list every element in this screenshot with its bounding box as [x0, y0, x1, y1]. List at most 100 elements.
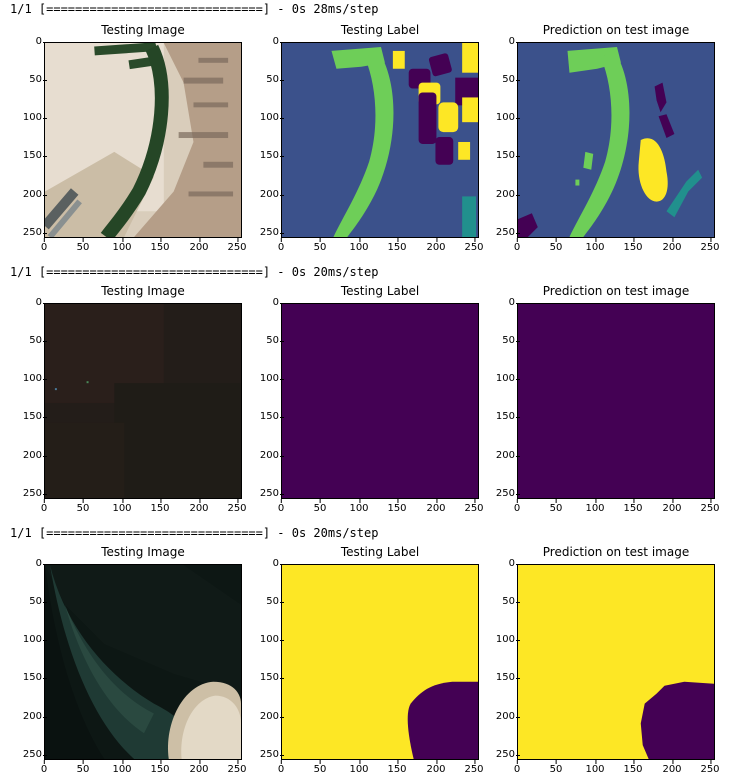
- x-tick: 200: [426, 238, 446, 253]
- step-log-row-2: 1/1 [==============================] - 0…: [10, 265, 379, 279]
- x-tick: 100: [112, 760, 132, 775]
- image-axes: [281, 564, 479, 760]
- x-tick: 200: [662, 760, 682, 775]
- y-tick: 200: [495, 711, 521, 722]
- x-tick: 50: [313, 238, 327, 253]
- panel-testing-image-1: Testing Image 0 50 100 150 200 250 0 50 …: [23, 23, 247, 253]
- x-tick: 50: [76, 760, 90, 775]
- y-tick: 50: [266, 335, 284, 346]
- y-tick: 150: [495, 150, 521, 161]
- x-tick: 100: [349, 499, 369, 514]
- x-tick: 200: [426, 499, 446, 514]
- y-tick: 250: [495, 488, 521, 499]
- coast-image: [45, 565, 241, 759]
- x-tick: 0: [277, 238, 285, 253]
- image-axes: [517, 303, 715, 499]
- y-tick: 100: [22, 112, 48, 123]
- x-tick: 200: [426, 760, 446, 775]
- x-tick: 150: [150, 238, 170, 253]
- panel-title: Prediction on test image: [542, 23, 690, 37]
- panel-title: Testing Label: [340, 545, 420, 559]
- x-tick: 100: [349, 238, 369, 253]
- image-axes: [281, 42, 479, 238]
- panel-prediction-3: Prediction on test image 0 50 100 150 20…: [496, 545, 720, 775]
- panel-testing-image-3: Testing Image 0 50 100 150 200 250 0 50 …: [23, 545, 247, 775]
- x-tick: 250: [700, 499, 720, 514]
- x-tick: 50: [313, 499, 327, 514]
- y-tick: 200: [22, 189, 48, 200]
- x-tick: 250: [700, 238, 720, 253]
- x-tick: 50: [76, 238, 90, 253]
- y-tick: 0: [508, 297, 521, 308]
- x-tick: 150: [387, 238, 407, 253]
- y-tick: 200: [22, 450, 48, 461]
- y-tick: 150: [259, 150, 285, 161]
- panel-title: Testing Image: [101, 545, 185, 559]
- y-tick: 150: [495, 411, 521, 422]
- image-axes: [44, 303, 242, 499]
- x-tick: 0: [513, 499, 521, 514]
- panel-title: Testing Label: [340, 284, 420, 298]
- x-tick: 0: [40, 760, 48, 775]
- x-tick: 200: [189, 499, 209, 514]
- label-mask-coast: [282, 565, 478, 759]
- panel-title: Prediction on test image: [542, 545, 690, 559]
- x-tick: 50: [313, 760, 327, 775]
- x-tick: 100: [349, 760, 369, 775]
- y-tick: 200: [259, 450, 285, 461]
- panel-title: Testing Image: [101, 23, 185, 37]
- y-tick: 200: [495, 189, 521, 200]
- y-tick: 0: [35, 36, 48, 47]
- prediction-mask-flat: [518, 304, 714, 498]
- x-tick: 200: [662, 238, 682, 253]
- step-log-row-3: 1/1 [==============================] - 0…: [10, 526, 379, 540]
- y-tick: 0: [508, 558, 521, 569]
- x-tick: 150: [150, 760, 170, 775]
- y-tick: 250: [495, 227, 521, 238]
- y-tick: 100: [259, 112, 285, 123]
- x-tick: 150: [623, 238, 643, 253]
- x-tick: 100: [112, 499, 132, 514]
- y-tick: 50: [29, 335, 47, 346]
- panel-testing-label-2: Testing Label 0 50 100 150 200 250 0 50 …: [260, 284, 484, 514]
- y-tick: 250: [495, 749, 521, 760]
- panel-prediction-2: Prediction on test image 0 50 100 150 20…: [496, 284, 720, 514]
- y-tick: 0: [272, 297, 285, 308]
- x-tick: 250: [464, 760, 484, 775]
- y-tick: 0: [272, 558, 285, 569]
- label-mask-port: [282, 43, 478, 237]
- y-tick: 0: [35, 297, 48, 308]
- x-tick: 250: [464, 238, 484, 253]
- image-axes: [517, 564, 715, 760]
- y-tick: 50: [502, 74, 520, 85]
- y-tick: 250: [22, 488, 48, 499]
- panel-testing-label-1: Testing Label 0 50 100 150 200 250 0 50 …: [260, 23, 484, 253]
- x-tick: 150: [387, 760, 407, 775]
- x-tick: 0: [513, 760, 521, 775]
- y-tick: 150: [22, 672, 48, 683]
- y-tick: 100: [22, 634, 48, 645]
- y-tick: 100: [495, 634, 521, 645]
- image-axes: [44, 564, 242, 760]
- x-tick: 50: [549, 238, 563, 253]
- panel-testing-label-3: Testing Label 0 50 100 150 200 250 0 50 …: [260, 545, 484, 775]
- y-tick: 250: [259, 749, 285, 760]
- y-tick: 50: [266, 74, 284, 85]
- y-tick: 0: [272, 36, 285, 47]
- y-tick: 200: [22, 711, 48, 722]
- x-tick: 250: [227, 760, 247, 775]
- x-tick: 200: [189, 760, 209, 775]
- x-tick: 100: [112, 238, 132, 253]
- panel-prediction-1: Prediction on test image 0 50 100 150 20…: [496, 23, 720, 253]
- x-tick: 200: [189, 238, 209, 253]
- y-tick: 150: [22, 150, 48, 161]
- label-mask-flat: [282, 304, 478, 498]
- x-tick: 100: [585, 238, 605, 253]
- y-tick: 100: [495, 112, 521, 123]
- y-tick: 50: [29, 74, 47, 85]
- y-tick: 150: [495, 672, 521, 683]
- x-tick: 0: [513, 238, 521, 253]
- image-axes: [517, 42, 715, 238]
- y-tick: 100: [259, 634, 285, 645]
- x-tick: 100: [585, 760, 605, 775]
